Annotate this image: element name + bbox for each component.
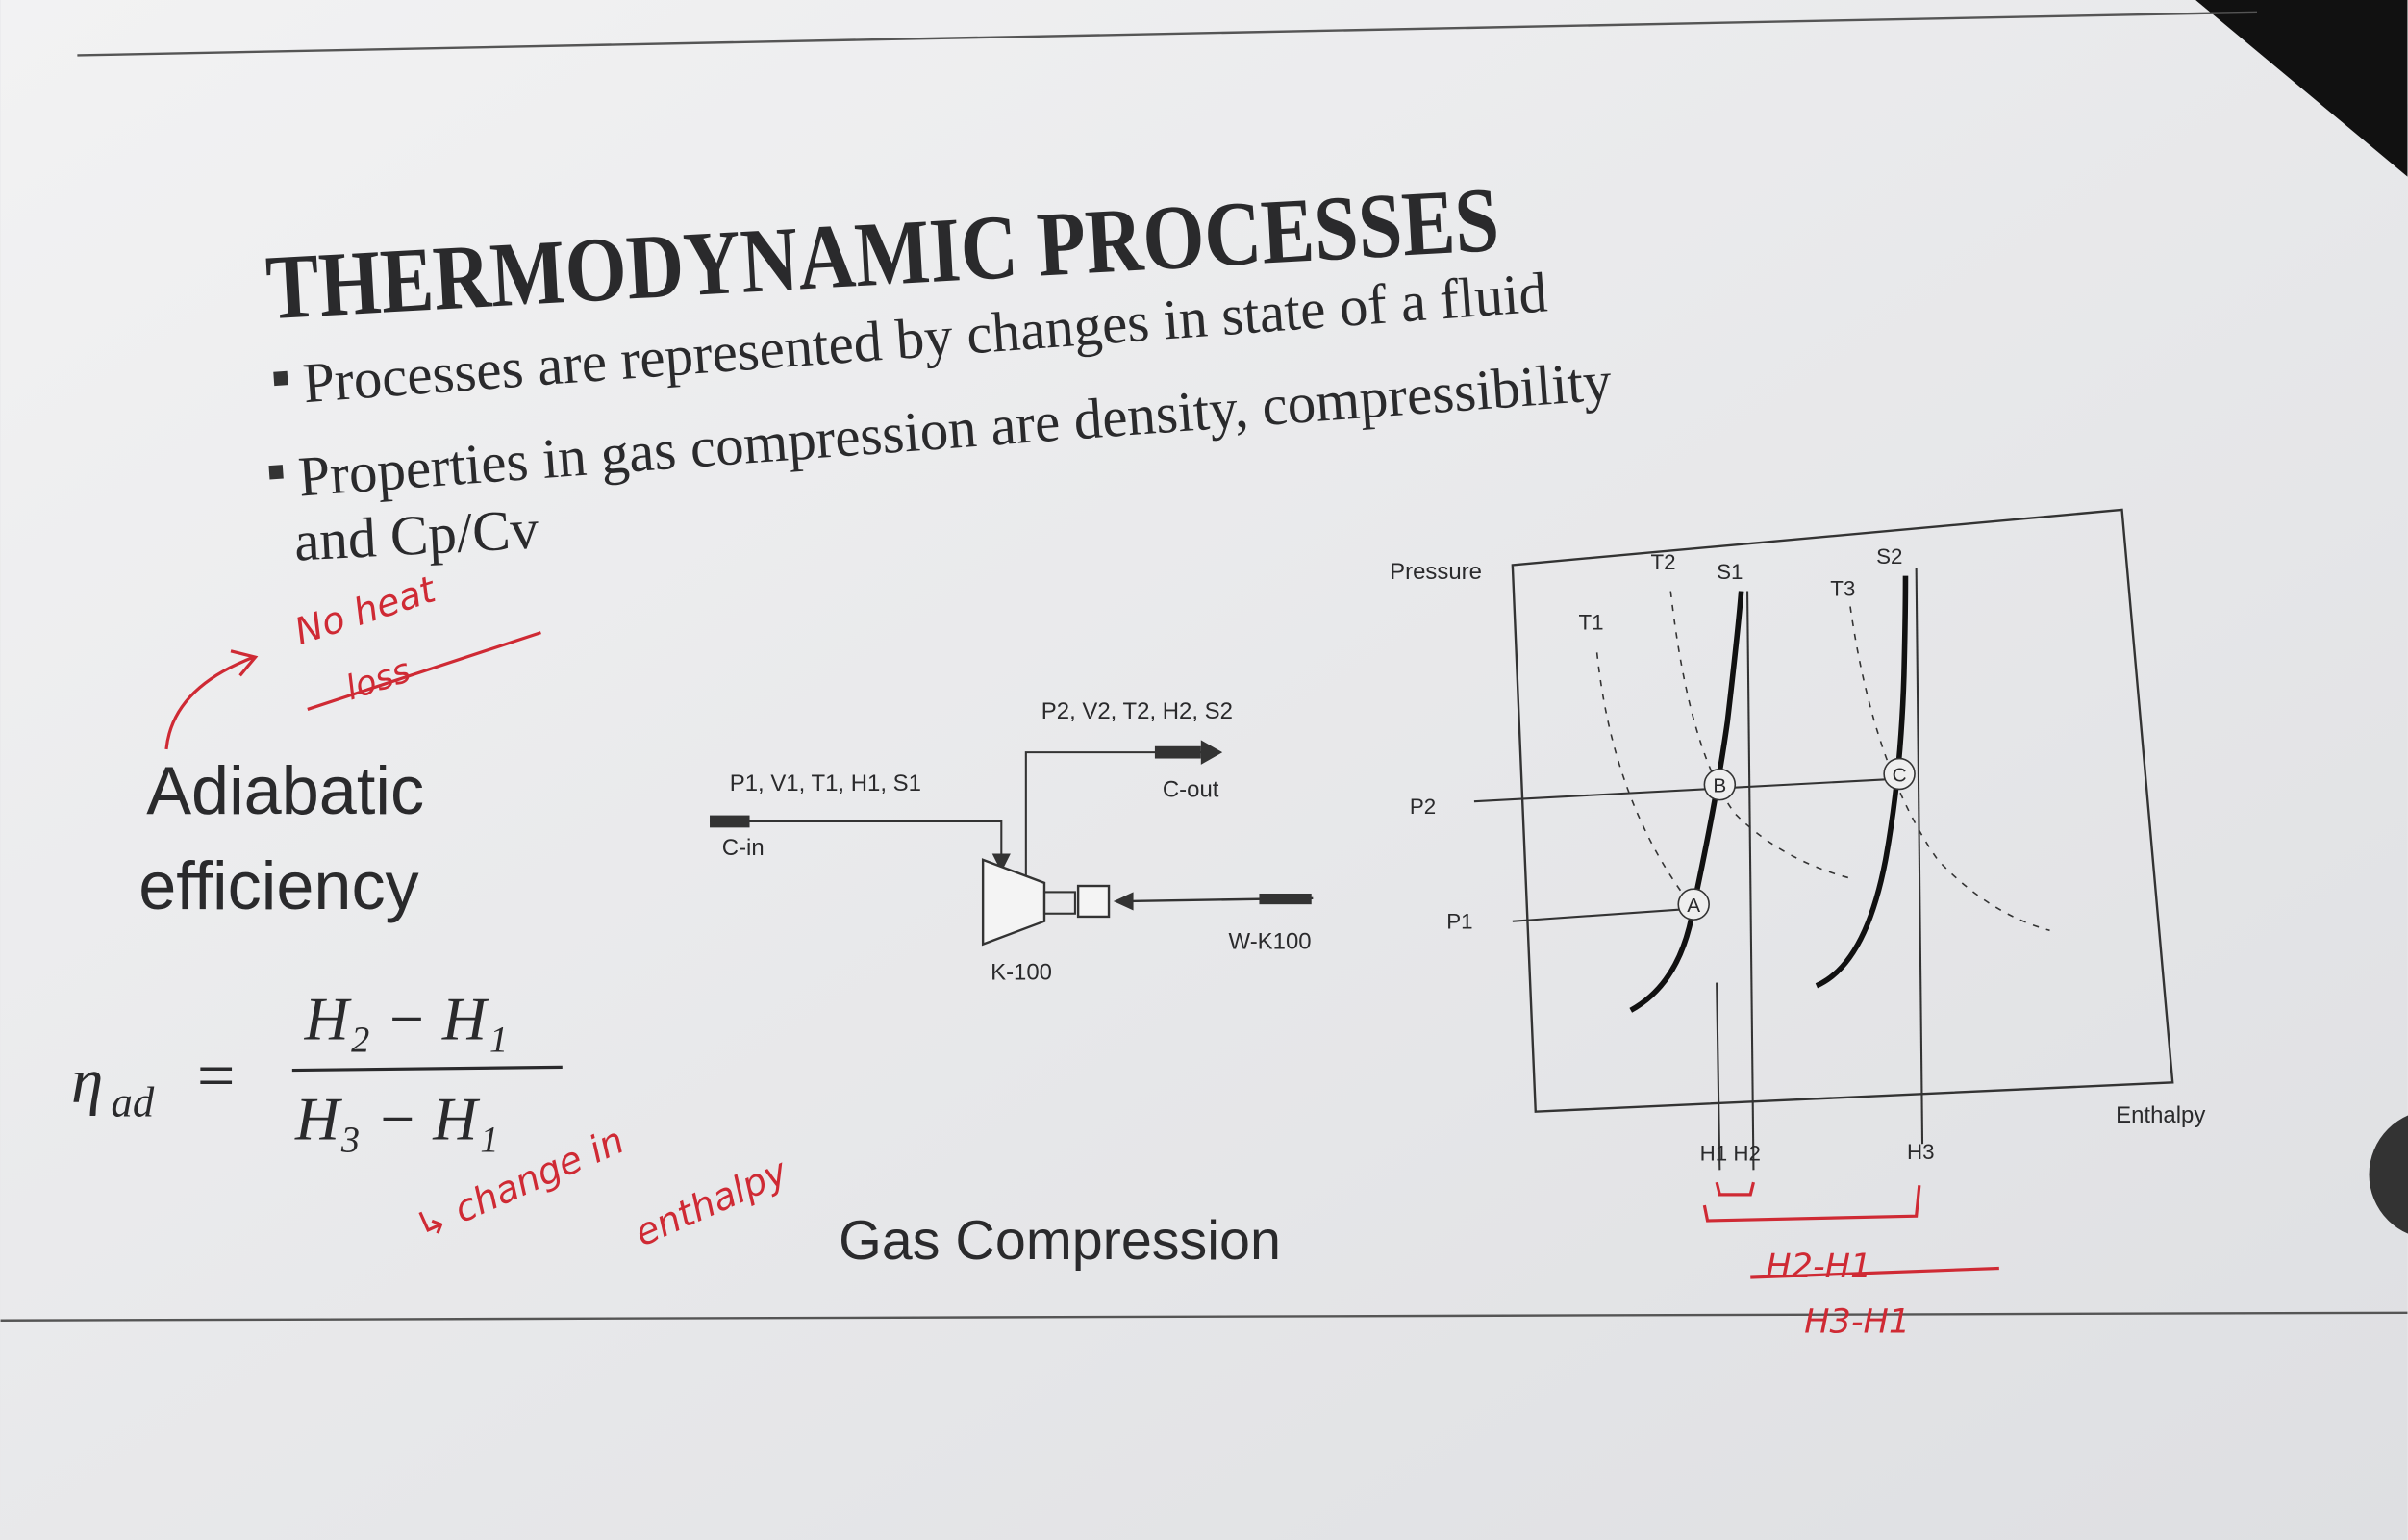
state-point <box>1703 768 1737 801</box>
arrowhead <box>991 853 1011 872</box>
bullet-continuation: and Cp/Cv <box>292 496 540 572</box>
compressor <box>981 858 1046 947</box>
stream-label: C-in <box>722 835 765 861</box>
enthalpy-label: H1 H2 <box>1700 1142 1761 1166</box>
arrowhead <box>1113 892 1134 911</box>
point-label: B <box>1713 775 1726 797</box>
inlet-line <box>710 820 1003 860</box>
slide-top-border <box>77 11 2258 57</box>
formula-subscript: ad <box>111 1077 154 1125</box>
isobar <box>1473 777 1904 803</box>
stream-label: W-K100 <box>1229 928 1312 954</box>
work-marker <box>1259 893 1312 905</box>
bullet-marker <box>268 465 284 480</box>
handwritten-bracket <box>1702 1181 1921 1223</box>
axis-label: Enthalpy <box>2116 1102 2205 1128</box>
isentrope-label: S2 <box>1876 544 1902 568</box>
motor <box>1076 884 1111 919</box>
enthalpy-line <box>1746 591 1755 1171</box>
handwritten-fraction: H2-H1 <box>1766 1247 1871 1286</box>
arrowhead <box>1200 740 1223 765</box>
isentrope <box>1629 591 1744 1013</box>
term: Adiabatic <box>146 752 424 828</box>
point-label: A <box>1687 895 1700 917</box>
handwritten-fraction: H3-H1 <box>1804 1302 1910 1342</box>
handwritten-arrow <box>164 631 541 750</box>
outlet-line <box>1024 751 1214 883</box>
formula-symbol: η <box>71 1045 103 1117</box>
formula-denominator: H₃ − H₁ <box>294 1084 499 1152</box>
ph-diagram: A B C Pressure Enthalpy T1 T2 T3 S1 S2 P… <box>1390 508 2205 1171</box>
isentrope-label: S1 <box>1717 560 1743 584</box>
pressure-label: P1 <box>1446 910 1472 934</box>
background-object <box>2369 1115 2408 1234</box>
slide-bottom-border <box>0 1311 2408 1322</box>
unit-label: K-100 <box>991 959 1052 985</box>
isotherm-label: T3 <box>1830 576 1855 600</box>
term: efficiency <box>138 847 418 923</box>
formula-numerator: H₂ − H₁ <box>304 985 509 1053</box>
stream-label: C-out <box>1163 776 1219 802</box>
state-point <box>1883 757 1916 791</box>
isotherm-label: T1 <box>1578 610 1603 634</box>
isotherm <box>1669 591 1851 879</box>
axis-label: Pressure <box>1390 559 1482 585</box>
plot-frame <box>1511 508 2174 1113</box>
stream-label: P1, V1, T1, H1, S1 <box>730 770 921 796</box>
inlet-marker <box>710 815 750 828</box>
stream-label: P2, V2, T2, H2, S2 <box>1041 698 1233 724</box>
isobar <box>1512 907 1690 922</box>
isotherm <box>1849 606 2050 932</box>
outlet-marker <box>1154 745 1201 759</box>
process-diagram: P1, V1, T1, H1, S1 C-in P2, V2, T2, H2, … <box>710 698 1314 985</box>
caption: Gas Compression <box>839 1210 1281 1272</box>
point-label: C <box>1893 764 1907 786</box>
enthalpy-label: H3 <box>1907 1140 1935 1164</box>
formula-equals: = <box>197 1038 236 1113</box>
pressure-label: P2 <box>1410 795 1436 819</box>
enthalpy-line <box>1716 982 1721 1171</box>
enthalpy-line <box>1915 568 1924 1145</box>
handwritten-fraction-bar <box>1750 1266 1999 1279</box>
formula-fraction-bar <box>291 1065 563 1073</box>
shaft <box>1042 891 1076 915</box>
isotherm-label: T2 <box>1650 550 1675 574</box>
bullet-marker <box>273 370 288 387</box>
state-point <box>1677 888 1710 921</box>
